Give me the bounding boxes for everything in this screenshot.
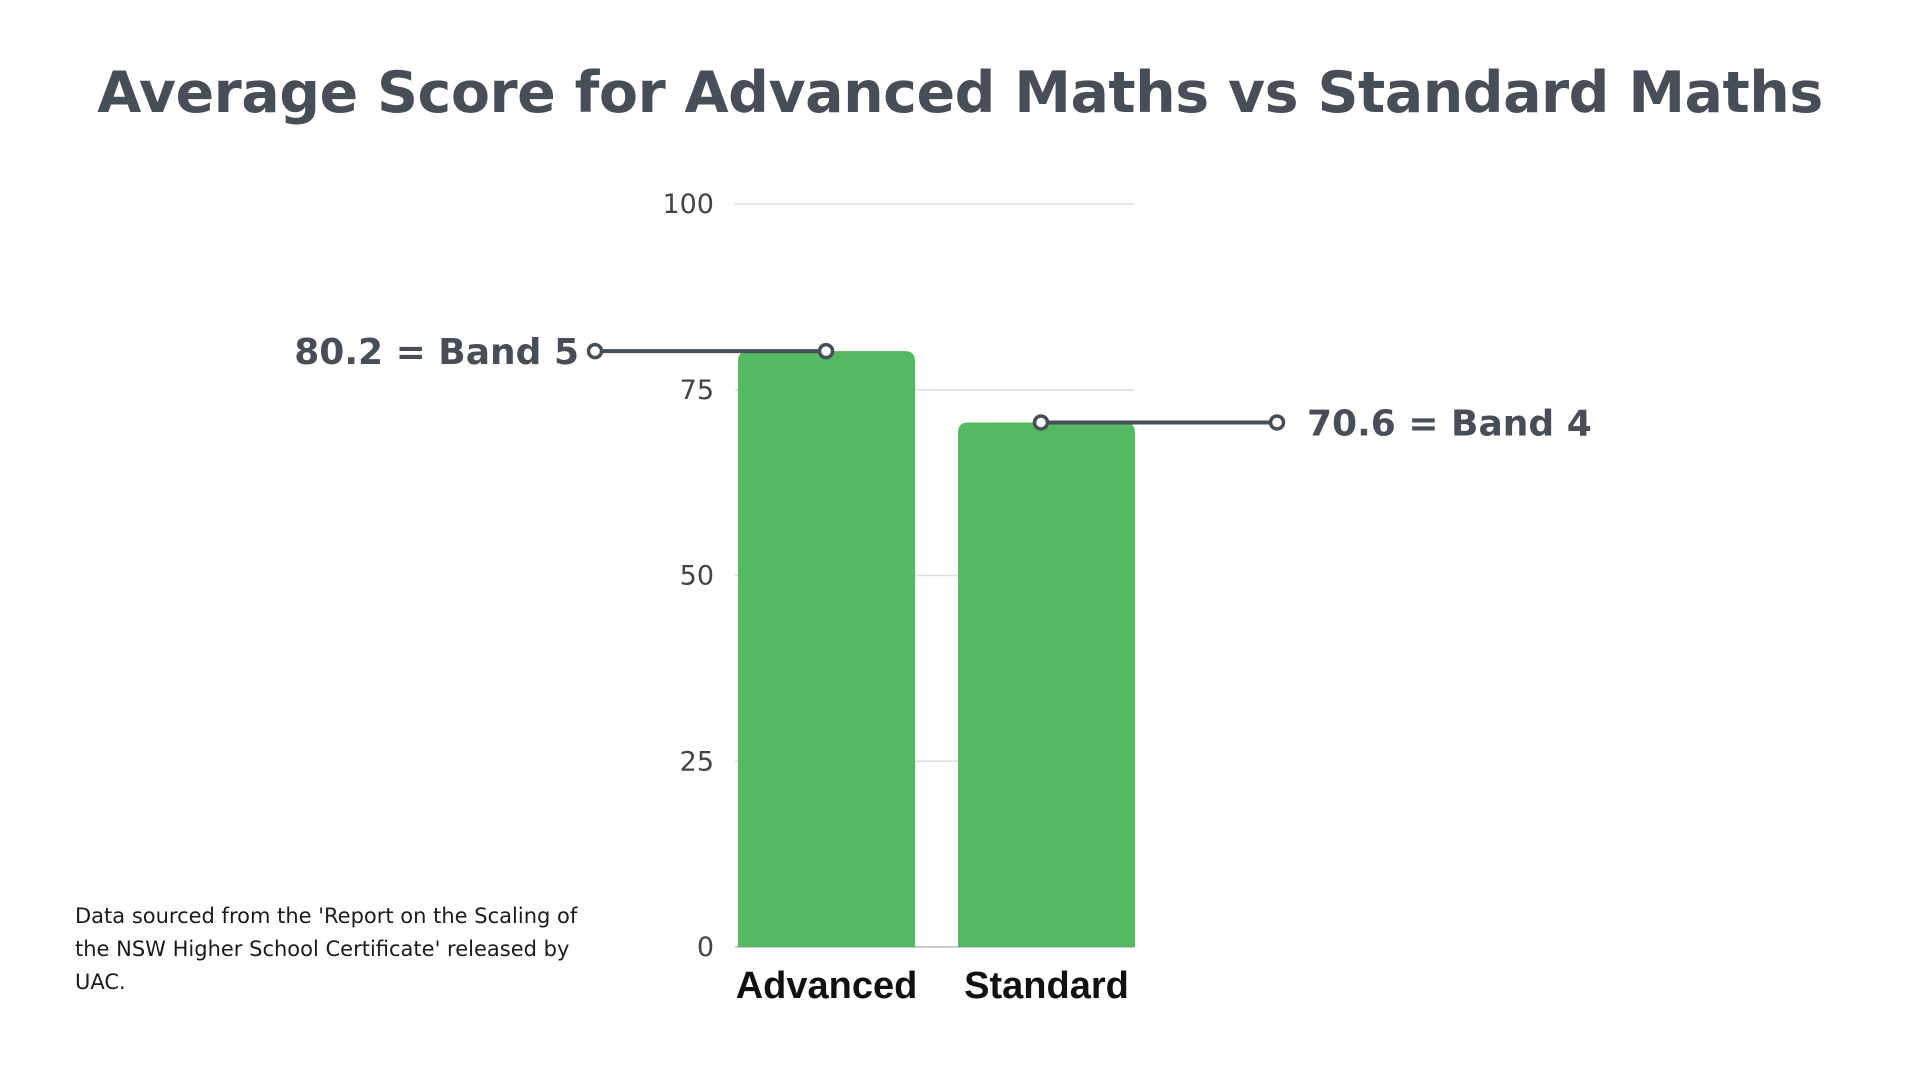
y-tick-label: 50 <box>680 561 714 592</box>
y-tick-label: 25 <box>680 746 714 777</box>
annotation-label: 80.2 = Band 5 <box>294 332 579 373</box>
x-category-label: Standard <box>964 965 1129 1007</box>
bar-advanced <box>738 351 915 947</box>
bar-standard <box>958 422 1135 947</box>
x-category-label: Advanced <box>736 965 918 1007</box>
annotation-marker <box>1032 414 1050 431</box>
source-note: Data sourced from the 'Report on the Sca… <box>75 904 578 994</box>
y-tick-label: 100 <box>662 189 714 220</box>
y-tick-label: 0 <box>697 932 714 963</box>
chart-title: Average Score for Advanced Maths vs Stan… <box>97 60 1823 126</box>
annotation-marker <box>817 342 835 360</box>
y-tick-label: 75 <box>680 375 714 406</box>
annotation-label: 70.6 = Band 4 <box>1307 403 1592 444</box>
annotation-marker <box>586 342 604 360</box>
annotation-marker <box>1268 414 1286 431</box>
